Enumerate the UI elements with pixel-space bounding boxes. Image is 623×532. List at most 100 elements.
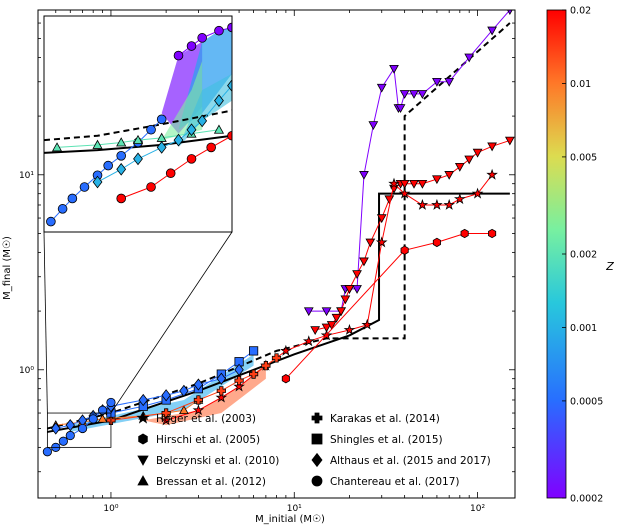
data-point: [471, 187, 484, 199]
data-point: [376, 83, 387, 93]
colorbar-label: Z: [605, 260, 614, 273]
zoom-connector: [43, 231, 48, 414]
data-point: [216, 386, 226, 396]
series-5: [106, 353, 282, 426]
data-point: [234, 376, 244, 386]
legend-label: Karakas et al. (2014): [330, 413, 440, 425]
inset-data-point: [116, 193, 126, 204]
data-point: [160, 414, 172, 426]
inset-data-point: [227, 79, 232, 92]
data-point: [161, 408, 171, 418]
inset-data-point: [214, 94, 224, 107]
data-point: [352, 285, 362, 294]
legend-label: Heger et al. (2003): [156, 413, 256, 425]
legend-marker: [138, 433, 148, 445]
data-point: [97, 405, 108, 415]
legend-marker: [311, 412, 323, 424]
series-line: [308, 10, 511, 312]
colorbar-tick-label: 0.001: [570, 323, 597, 334]
inset-data-point: [67, 193, 78, 204]
inset-data-point: [92, 139, 103, 149]
data-point: [261, 361, 271, 371]
data-point: [340, 295, 351, 305]
legend-label: Althaus et al. (2015 and 2017): [330, 455, 491, 467]
data-point: [344, 285, 355, 294]
inset-data-point: [197, 33, 207, 43]
legend-marker: [137, 455, 149, 466]
inset-solid-reference: [44, 134, 232, 154]
data-point: [310, 326, 321, 336]
data-point: [376, 214, 387, 224]
legend-marker: [311, 475, 323, 487]
plot-area: [42, 10, 515, 457]
data-point: [233, 380, 245, 392]
data-point: [281, 374, 290, 384]
inset-data-point: [227, 22, 232, 33]
data-point: [443, 198, 455, 210]
data-point: [375, 236, 388, 248]
legend-label: Shingles et al. (2015): [330, 434, 443, 446]
colorbar-tick-label: 0.01: [570, 79, 591, 90]
data-point: [409, 179, 419, 189]
inset-data-point: [197, 114, 208, 128]
data-point: [432, 175, 442, 185]
inset-data-point: [186, 41, 197, 51]
inset-data-point: [133, 152, 143, 166]
series-3: [281, 228, 497, 384]
inset-data-point: [165, 168, 176, 179]
inset-data-point: [214, 25, 224, 36]
legend-marker: [311, 433, 323, 445]
colorbar-tick-label: 0.02: [570, 6, 591, 17]
data-point: [65, 419, 75, 432]
data-point: [271, 353, 282, 363]
data-point: [58, 436, 68, 446]
inset-data-point: [173, 133, 184, 147]
data-point: [193, 395, 204, 405]
inset-data-point: [156, 114, 167, 125]
data-point: [399, 179, 410, 189]
inset-series-4: [92, 79, 232, 189]
data-point: [326, 321, 337, 330]
data-point: [321, 323, 332, 333]
data-point: [454, 162, 465, 172]
inset-data-point: [79, 182, 90, 192]
series-7: [51, 363, 244, 435]
inset-data-point: [103, 160, 113, 171]
data-point: [359, 257, 369, 267]
data-point: [487, 142, 497, 152]
inset-data-point: [146, 124, 156, 135]
inset-data-point: [57, 204, 68, 214]
inset-series-0: [46, 114, 167, 227]
data-point: [399, 90, 410, 99]
data-point: [88, 414, 98, 424]
inset-data-point: [227, 130, 232, 141]
data-point: [192, 404, 205, 416]
data-point: [248, 369, 259, 379]
data-point: [303, 307, 314, 317]
data-point: [417, 90, 428, 99]
data-point: [321, 307, 332, 317]
data-point: [472, 148, 483, 158]
series-1: [310, 136, 515, 336]
data-point: [432, 77, 442, 87]
inset-data-point: [213, 124, 225, 134]
data-point: [361, 318, 374, 330]
legend-marker: [311, 452, 323, 468]
data-point: [234, 363, 244, 376]
x-tick-label: 10⁰: [103, 504, 118, 514]
series-line: [285, 232, 493, 380]
y-axis-label: M_final (M☉): [2, 236, 13, 300]
data-point: [352, 270, 362, 279]
colorbar-tick-label: 0.0002: [570, 494, 603, 505]
colorbar: 0.0002 0.0005 0.001 0.002 0.005 0.01 0.02: [546, 6, 603, 505]
data-point: [398, 187, 411, 199]
y-tick-label: 10¹: [19, 171, 34, 181]
legend-marker: [137, 475, 149, 486]
data-point: [431, 198, 443, 210]
data-point: [417, 179, 428, 189]
inset-data-point: [186, 123, 197, 137]
data-point: [161, 389, 171, 402]
data-point: [42, 447, 52, 457]
inset-data-point: [51, 142, 63, 152]
